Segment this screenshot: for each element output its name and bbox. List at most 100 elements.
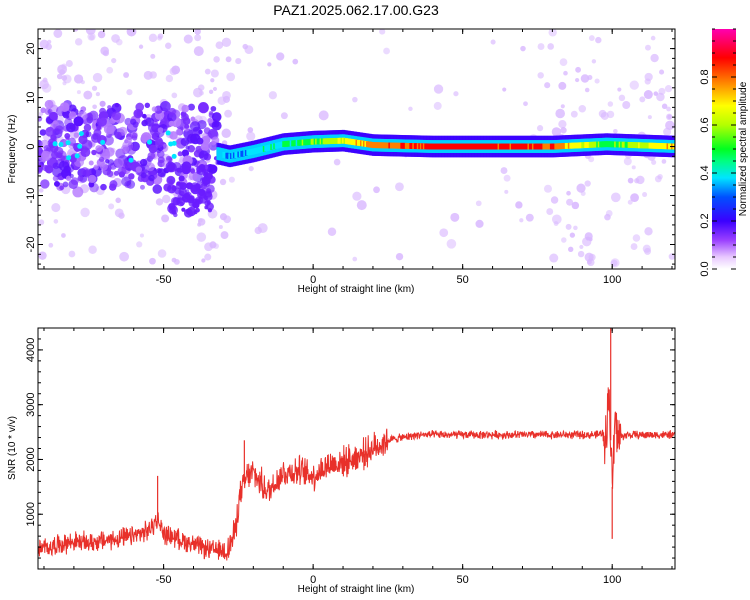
noise-speckle <box>76 90 81 95</box>
noise-blob <box>53 120 58 125</box>
noise-blob <box>145 162 155 172</box>
noise-speckle <box>383 47 390 55</box>
noise-blob <box>85 131 92 138</box>
noise-speckle <box>292 58 299 65</box>
colorbar: 0.0 0.2 0.4 0.6 0.8 Normalized spectral ampl… <box>699 28 749 277</box>
noise-speckle <box>194 29 201 35</box>
noise-speckle <box>645 44 651 51</box>
noise-speckle <box>520 45 526 52</box>
x-tick-label: 0 <box>310 574 316 586</box>
noise-speckle <box>639 96 646 103</box>
noise-blob <box>62 181 69 188</box>
noise-speckle <box>558 81 567 90</box>
noise-speckle <box>53 219 59 224</box>
noise-speckle <box>549 253 559 263</box>
noise-speckle <box>627 177 634 184</box>
noise-speckle <box>631 165 636 170</box>
noise-blob <box>131 132 138 139</box>
noise-speckle <box>565 223 572 230</box>
noise-blob <box>91 149 97 156</box>
noise-speckle <box>59 69 66 76</box>
x-tick-label: 100 <box>603 574 621 586</box>
noise-blob <box>140 172 147 179</box>
noise-speckle <box>204 68 211 75</box>
noise-blob <box>140 184 145 190</box>
noise-blob <box>211 112 222 122</box>
noise-blob <box>121 176 132 187</box>
noise-speckle <box>632 234 641 242</box>
noise-blob <box>68 111 77 120</box>
noise-speckle <box>560 127 567 134</box>
noise-speckle <box>446 239 457 249</box>
noise-blob <box>105 147 115 157</box>
noise-speckle <box>228 176 235 183</box>
noise-blob <box>178 175 185 182</box>
noise-blob <box>203 172 209 178</box>
noise-blob <box>134 110 141 117</box>
noise-blob <box>98 156 105 162</box>
noise-speckle <box>74 74 84 84</box>
snr-panel: -50 0 50 100 1000 2000 3000 4000 Height of stra… <box>7 327 676 595</box>
noise-speckle <box>210 69 219 78</box>
noise-speckle <box>210 78 215 83</box>
noise-blob <box>54 125 64 135</box>
noise-speckle <box>573 225 578 231</box>
noise-speckle <box>629 80 639 90</box>
noise-blob <box>188 171 198 181</box>
noise-blob <box>177 151 183 157</box>
noise-blob <box>111 111 122 121</box>
noise-speckle <box>165 42 172 49</box>
noise-speckle <box>183 34 193 44</box>
noise-speckle <box>61 233 66 238</box>
noise-speckle <box>548 29 557 37</box>
noise-speckle <box>111 34 120 43</box>
noise-blob <box>182 115 188 121</box>
noise-blob <box>114 157 124 168</box>
noise-speckle <box>204 242 213 252</box>
noise-blob <box>169 131 178 140</box>
noise-blob <box>168 120 175 127</box>
noise-blob <box>207 164 218 174</box>
noise-speckle <box>352 191 362 201</box>
noise-blob <box>38 115 43 122</box>
noise-speckle <box>318 110 329 121</box>
noise-speckle <box>617 87 622 92</box>
noise-blob <box>44 165 54 174</box>
noise-blob <box>128 173 135 180</box>
noise-blob <box>125 136 133 144</box>
noise-blob <box>198 102 209 114</box>
noise-speckle <box>664 85 673 93</box>
noise-speckle <box>575 77 580 83</box>
noise-speckle <box>490 39 496 45</box>
noise-blob <box>160 100 171 112</box>
noise-speckle <box>65 59 73 67</box>
noise-blob <box>103 135 114 146</box>
noise-speckle <box>246 131 256 141</box>
noise-speckle <box>644 72 653 82</box>
snr-series-line <box>38 387 675 561</box>
y-tick-label: 2000 <box>25 447 37 471</box>
noise-speckle <box>661 159 667 164</box>
snr-layer <box>38 328 675 561</box>
noise-blob <box>149 125 161 137</box>
colorbar-label: Normalized spectral amplitude <box>738 81 749 216</box>
noise-speckle <box>543 184 553 193</box>
noise-blob <box>141 113 147 119</box>
noise-speckle <box>537 72 544 79</box>
noise-speckle <box>433 101 442 110</box>
x-tick-label: 0 <box>310 274 316 286</box>
noise-blob <box>181 149 190 157</box>
noise-speckle <box>139 233 144 238</box>
noise-speckle <box>588 253 596 261</box>
noise-blob <box>96 116 107 127</box>
noise-blob <box>100 183 107 191</box>
noise-speckle <box>618 94 626 102</box>
noise-speckle <box>502 87 507 92</box>
signal-spot <box>100 139 106 145</box>
noise-speckle <box>667 114 672 119</box>
noise-speckle <box>408 106 413 112</box>
noise-blob <box>93 164 99 170</box>
noise-speckle <box>138 44 144 49</box>
noise-blob <box>53 180 60 187</box>
